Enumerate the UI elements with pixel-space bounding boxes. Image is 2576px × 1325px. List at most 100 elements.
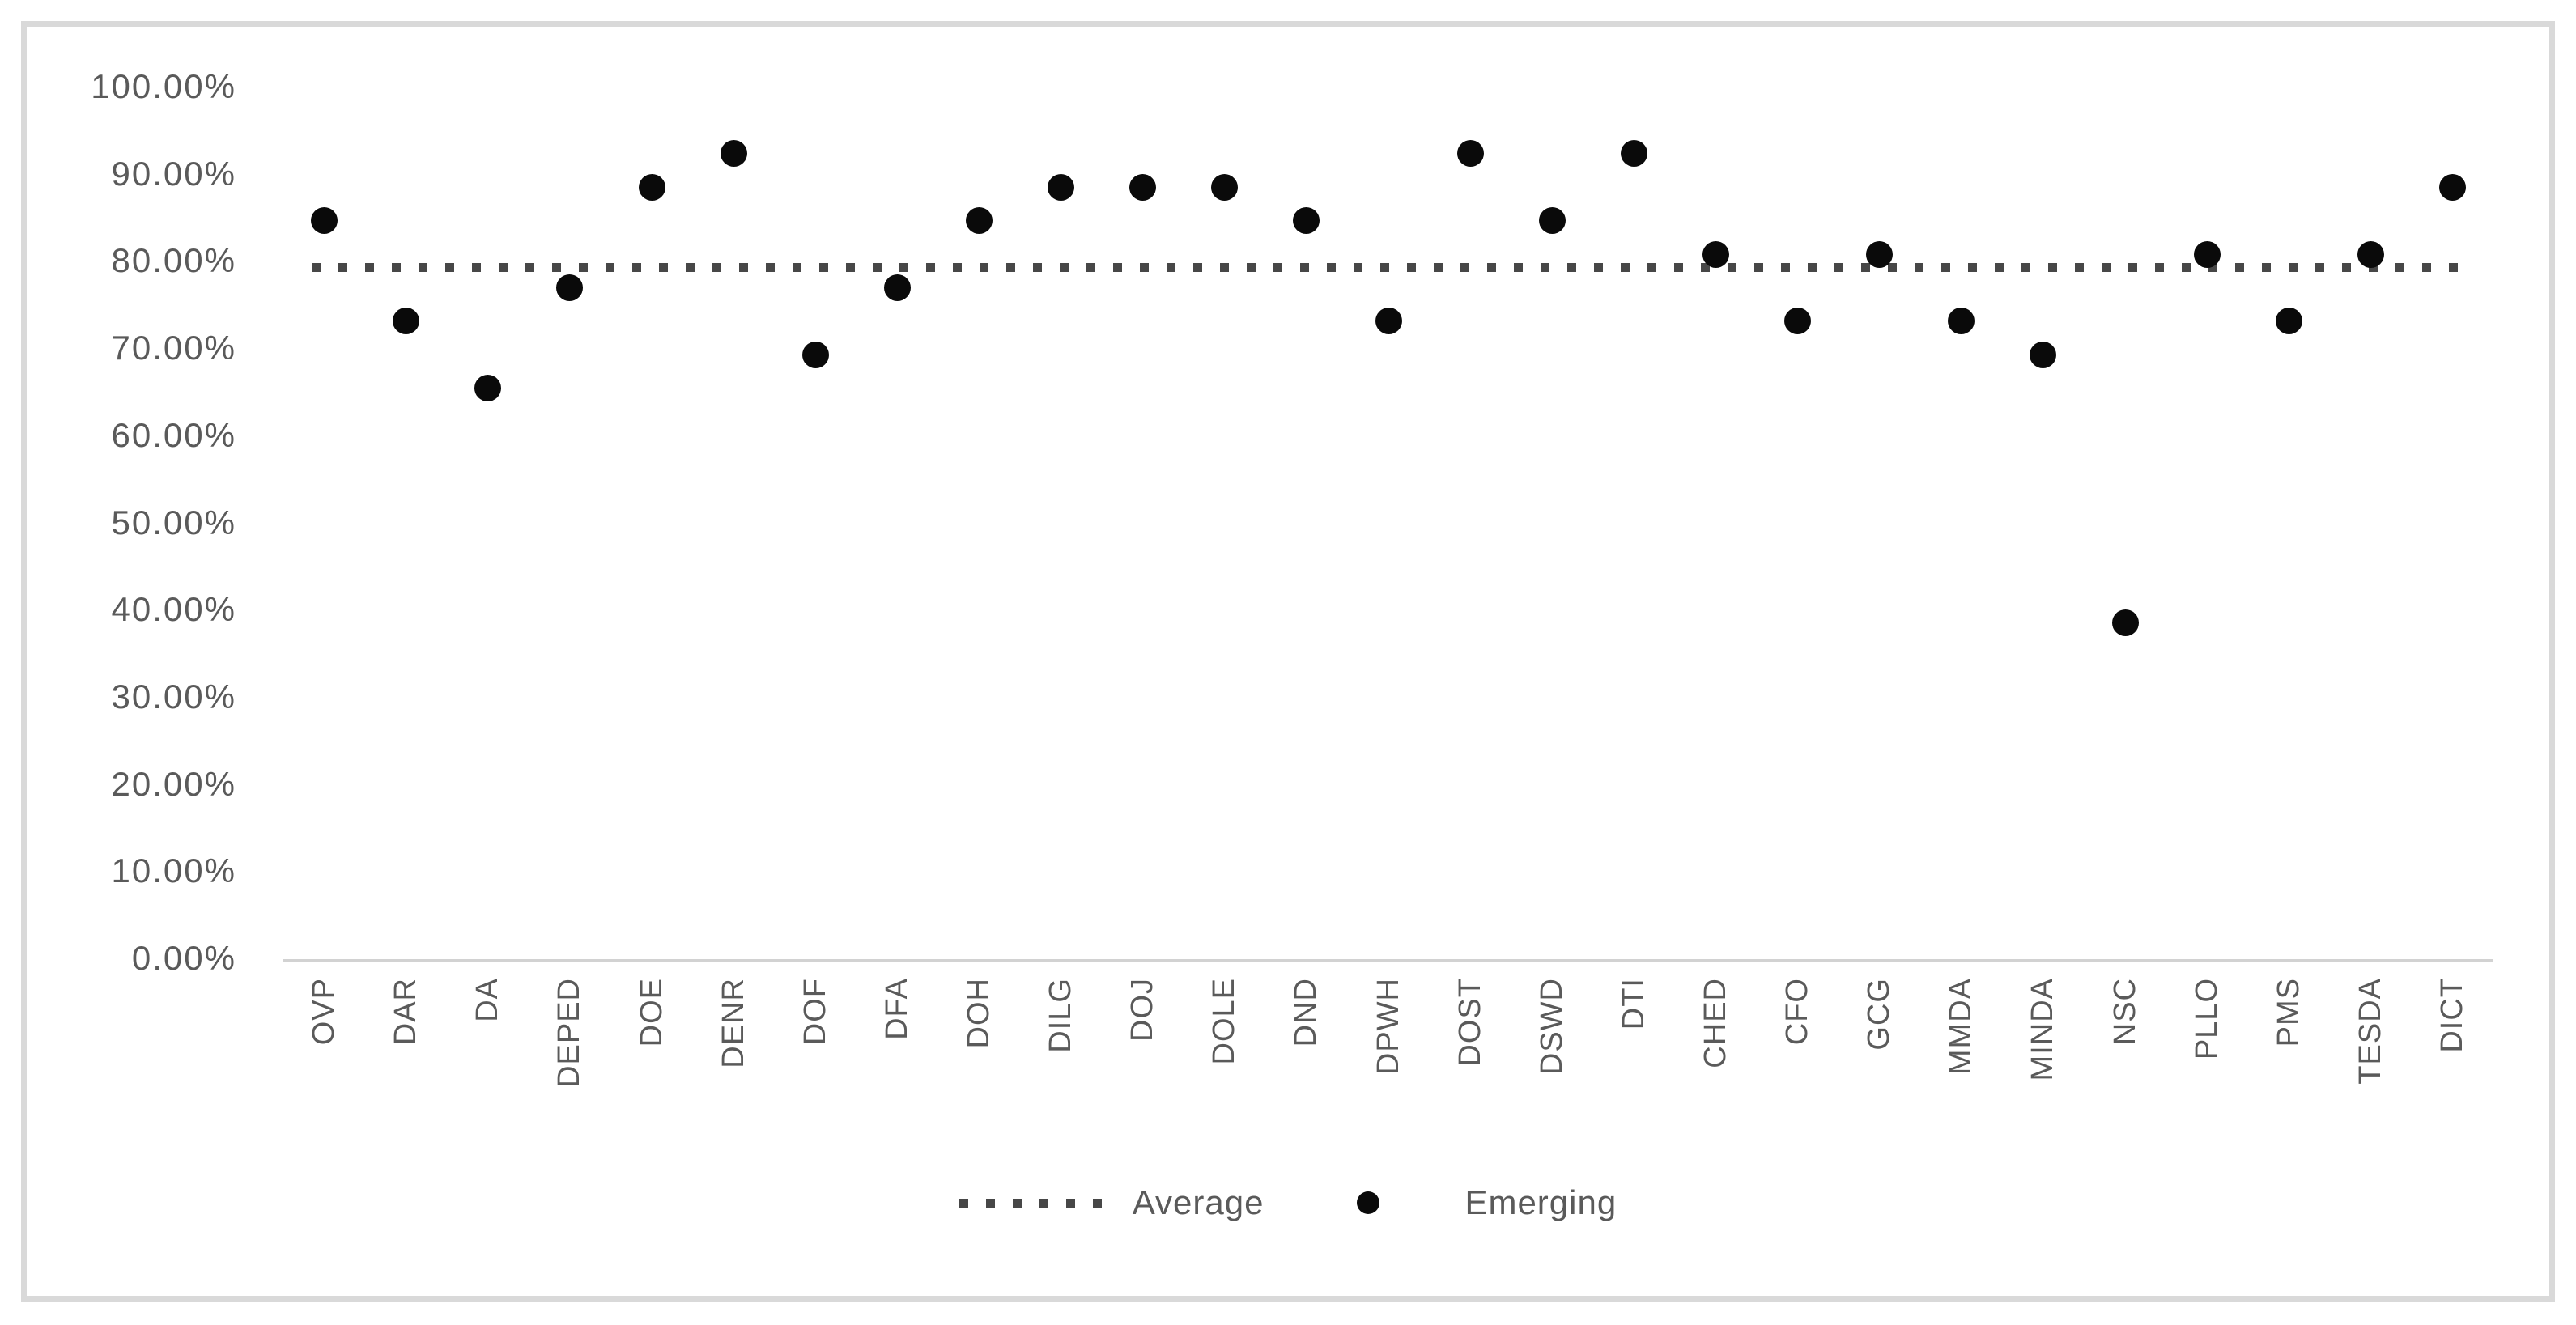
data-point-dof (801, 341, 829, 368)
data-point-dict (2438, 173, 2466, 201)
average-dotted-line (311, 262, 2466, 272)
x-tick-label: MMDA (1944, 978, 1979, 1076)
data-point-dswd (1538, 207, 1566, 235)
x-tick-dole: DOLE (1206, 978, 1243, 1064)
data-point-da (474, 375, 502, 402)
y-tick-label: 60.00% (111, 415, 236, 454)
x-tick-label: DND (1289, 978, 1324, 1047)
x-tick-label: TESDA (2353, 978, 2387, 1085)
x-tick-label: DILG (1044, 978, 1078, 1053)
x-tick-label: CFO (1780, 978, 1815, 1046)
x-tick-dof: DOF (797, 978, 834, 1045)
x-tick-ched: CHED (1697, 978, 1734, 1068)
y-tick-label: 10.00% (111, 851, 236, 890)
legend-marker-area (959, 1198, 1113, 1208)
x-tick-label: DENR (716, 978, 750, 1068)
y-tick-label: 80.00% (111, 241, 236, 280)
data-point-dar (393, 308, 420, 335)
data-point-dti (1620, 140, 1647, 168)
data-point-minda (2030, 341, 2057, 368)
data-point-denr (720, 140, 747, 168)
data-point-doj (1129, 173, 1157, 201)
x-tick-minda: MINDA (2025, 978, 2062, 1081)
x-tick-label: CHED (1698, 978, 1732, 1068)
x-tick-denr: DENR (715, 978, 752, 1068)
x-tick-label: DAR (389, 978, 423, 1046)
data-point-doe (638, 173, 665, 201)
data-point-pms (2275, 308, 2302, 335)
x-tick-pms: PMS (2270, 978, 2307, 1047)
data-point-dfa (883, 274, 911, 302)
x-tick-label: GCG (1862, 978, 1897, 1051)
x-tick-dpwh: DPWH (1370, 978, 1407, 1075)
legend-marker-area (1291, 1191, 1445, 1214)
x-tick-dswd: DSWD (1533, 978, 1571, 1075)
x-tick-dfa: DFA (878, 978, 916, 1040)
data-point-dilg (1048, 173, 1075, 201)
x-tick-label: DOLE (1207, 978, 1242, 1065)
chart-border (21, 21, 2555, 1302)
x-tick-label: DFA (879, 978, 914, 1040)
average-dotted-line-icon (959, 1198, 1113, 1208)
data-point-ovp (311, 207, 338, 235)
x-tick-dti: DTI (1615, 978, 1652, 1030)
y-tick-label: 100.00% (91, 67, 236, 105)
x-tick-label: PLLO (2189, 978, 2224, 1060)
data-point-doh (965, 207, 993, 235)
data-point-cfo (1784, 308, 1812, 335)
x-tick-doe: DOE (633, 978, 670, 1047)
x-tick-label: DOH (961, 978, 996, 1049)
y-tick-label: 0.00% (131, 939, 236, 977)
data-point-dnd (1293, 207, 1320, 235)
x-tick-cfo: CFO (1779, 978, 1817, 1045)
data-point-pllo (2193, 240, 2221, 268)
x-tick-dilg: DILG (1043, 978, 1080, 1053)
legend: Average Emerging (0, 1170, 2576, 1235)
x-tick-label: DICT (2434, 978, 2469, 1053)
x-tick-dict: DICT (2434, 978, 2471, 1053)
x-tick-dnd: DND (1288, 978, 1325, 1047)
x-tick-tesda: TESDA (2352, 978, 2389, 1085)
y-tick-label: 70.00% (111, 329, 236, 367)
x-tick-label: NSC (2107, 978, 2142, 1046)
data-point-nsc (2111, 609, 2139, 637)
x-axis-line (283, 959, 2493, 962)
x-tick-doh: DOH (960, 978, 997, 1048)
data-point-gcg (1866, 240, 1894, 268)
x-tick-dar: DAR (388, 978, 425, 1045)
x-tick-label: OVP (307, 978, 342, 1046)
y-tick-label: 20.00% (111, 764, 236, 803)
x-tick-label: DSWD (1534, 978, 1569, 1076)
legend-item-emerging: Emerging (1291, 1183, 1617, 1222)
x-tick-ovp: OVP (306, 978, 343, 1045)
data-point-mmda (1948, 308, 1975, 335)
x-tick-label: DTI (1616, 978, 1651, 1030)
x-tick-dost: DOST (1452, 978, 1489, 1067)
x-tick-label: DOE (634, 978, 669, 1047)
y-tick-label: 30.00% (111, 677, 236, 716)
x-tick-label: DEPED (552, 978, 587, 1088)
x-tick-label: DOF (797, 978, 832, 1046)
x-tick-da: DA (470, 978, 507, 1022)
x-tick-mmda: MMDA (1943, 978, 1980, 1075)
legend-label-average: Average (1132, 1183, 1265, 1221)
data-point-tesda (2357, 240, 2384, 268)
data-point-deped (556, 274, 584, 302)
legend-item-average: Average (959, 1183, 1265, 1222)
x-tick-label: PMS (2271, 978, 2306, 1047)
x-tick-label: DOJ (1125, 978, 1160, 1042)
y-tick-label: 90.00% (111, 154, 236, 193)
data-point-ched (1702, 240, 1729, 268)
x-tick-doj: DOJ (1124, 978, 1162, 1042)
x-tick-nsc: NSC (2106, 978, 2144, 1045)
emerging-dot-icon (1357, 1191, 1380, 1214)
x-tick-label: MINDA (2026, 978, 2060, 1081)
y-tick-label: 50.00% (111, 503, 236, 541)
data-point-dole (1211, 173, 1239, 201)
data-point-dost (1456, 140, 1484, 168)
y-tick-label: 40.00% (111, 590, 236, 629)
x-tick-label: DA (470, 978, 505, 1022)
x-tick-gcg: GCG (1861, 978, 1898, 1051)
x-tick-label: DPWH (1371, 978, 1405, 1076)
